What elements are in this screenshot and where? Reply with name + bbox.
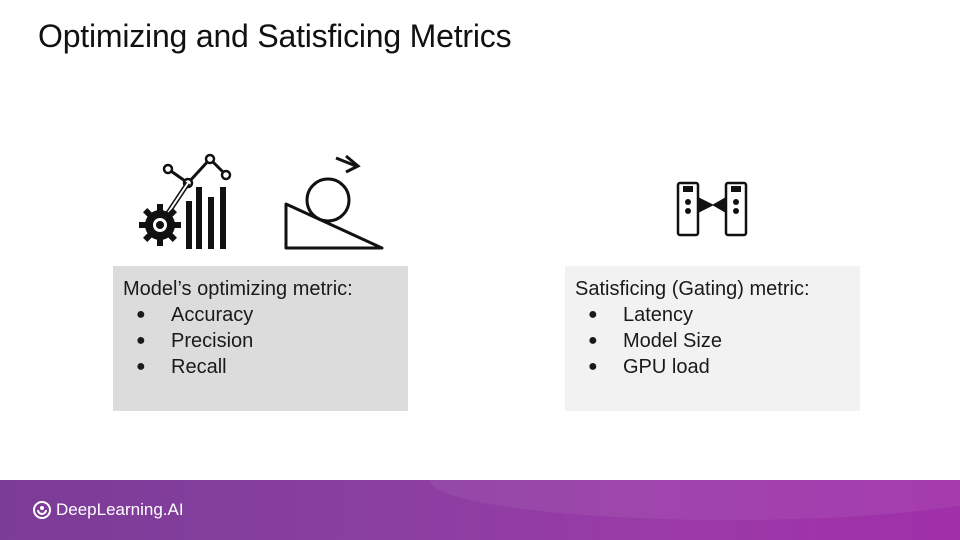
slide-title: Optimizing and Satisficing Metrics: [38, 18, 512, 54]
list-item: ● GPU load: [575, 354, 850, 380]
chart-gear-icon: [136, 153, 236, 256]
list-item: ● Accuracy: [123, 302, 398, 328]
bullet-icon: ●: [588, 332, 598, 349]
list-item: ● Recall: [123, 354, 398, 380]
bullet-icon: ●: [136, 332, 146, 349]
turnstile-gate-icon: [676, 181, 752, 244]
optimizing-metric-box: Model’s optimizing metric: ● Accuracy ● Pr…: [113, 266, 408, 411]
list-item: ● Model Size: [575, 328, 850, 354]
list-item-label: Model Size: [623, 330, 722, 352]
list-item: ● Latency: [575, 302, 850, 328]
ball-on-slope-icon: [282, 152, 386, 257]
bullet-icon: ●: [136, 306, 146, 323]
footer-bar: DeepLearning.AI: [0, 480, 960, 540]
list-item-label: Accuracy: [171, 304, 254, 326]
satisficing-heading: Satisficing (Gating) metric:: [575, 278, 810, 300]
deeplearning-logo-icon: [33, 501, 51, 519]
satisficing-metric-box: Satisficing (Gating) metric: ● Latency ● M…: [565, 266, 860, 411]
list-item-label: Recall: [171, 356, 227, 378]
list-item: ● Precision: [123, 328, 398, 354]
list-item-label: Latency: [623, 304, 694, 326]
list-item-label: GPU load: [623, 356, 710, 378]
optimizing-list: ● Accuracy ● Precision ● Recall: [123, 302, 398, 380]
optimizing-heading: Model’s optimizing metric:: [123, 278, 353, 300]
brand-name: DeepLearning.AI: [56, 500, 184, 519]
bullet-icon: ●: [588, 306, 598, 323]
footer-wave: [430, 480, 960, 520]
bullet-icon: ●: [136, 358, 146, 375]
satisficing-list: ● Latency ● Model Size ● GPU load: [575, 302, 850, 380]
bullet-icon: ●: [588, 358, 598, 375]
list-item-label: Precision: [171, 330, 254, 352]
brand-logo: DeepLearning.AI: [33, 500, 184, 520]
